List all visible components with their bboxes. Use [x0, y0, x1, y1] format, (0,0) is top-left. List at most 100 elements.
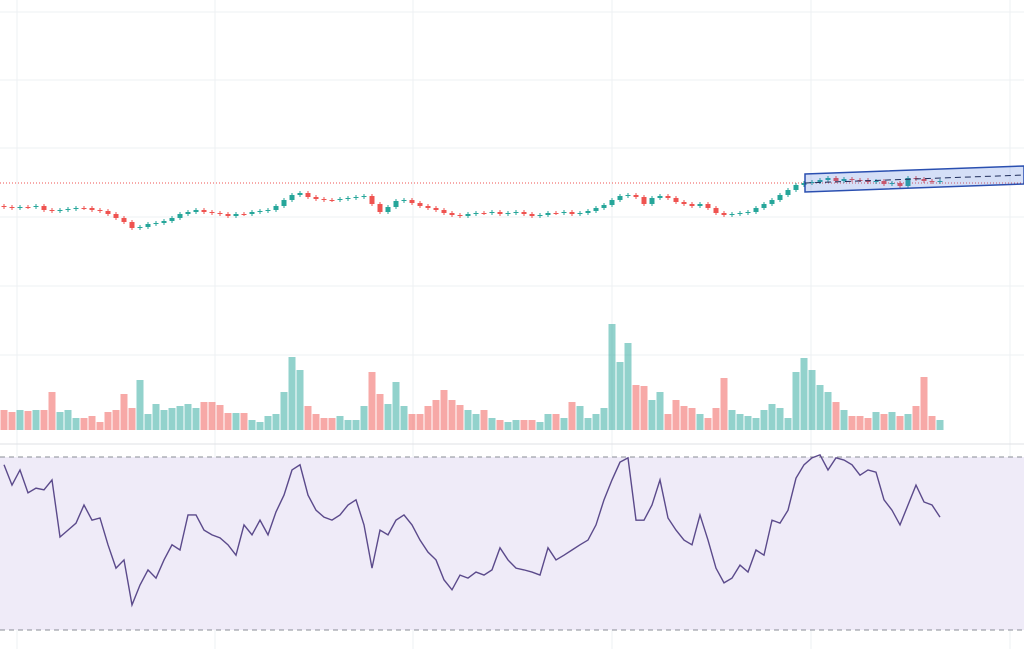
volume-bar — [672, 400, 680, 430]
candle-body — [305, 193, 311, 197]
candle-body — [353, 197, 359, 198]
volume-bar — [480, 410, 488, 430]
volume-bar — [464, 410, 472, 430]
candle-body — [409, 200, 415, 203]
candle-body — [801, 183, 807, 185]
candle-body — [401, 200, 407, 201]
candle-body — [929, 181, 935, 182]
candle-body — [897, 183, 903, 186]
volume-bar — [800, 358, 808, 430]
volume-bar — [736, 414, 744, 430]
candle-body — [81, 208, 87, 209]
volume-bar — [24, 411, 32, 430]
candle-body — [457, 215, 463, 216]
candle-body — [281, 200, 287, 206]
candle-body — [665, 196, 671, 198]
candle-body — [257, 211, 263, 212]
candle-body — [889, 183, 895, 184]
candle-body — [217, 213, 223, 214]
candle-body — [761, 204, 767, 208]
volume-bar — [696, 414, 704, 430]
channel-drawing — [804, 165, 1024, 193]
candle-body — [721, 213, 727, 215]
volume-bar — [8, 412, 16, 430]
candle-body — [153, 223, 159, 224]
volume-bar — [160, 410, 168, 430]
candle-body — [553, 213, 559, 214]
volume-bar — [120, 394, 128, 430]
volume-bar — [32, 410, 40, 430]
candle-body — [593, 208, 599, 211]
volume-bar — [376, 394, 384, 430]
volume-bar — [744, 416, 752, 430]
volume-bar — [832, 402, 840, 430]
candle-body — [1, 206, 7, 207]
candle-body — [385, 207, 391, 212]
volume-bar — [808, 370, 816, 430]
candle-body — [57, 210, 63, 211]
candle-body — [481, 213, 487, 214]
candle-body — [297, 193, 303, 195]
volume-bar — [320, 418, 328, 430]
candle-body — [449, 213, 455, 215]
candle-body — [569, 212, 575, 214]
candle-body — [625, 195, 631, 196]
volume-bar — [16, 410, 24, 430]
volume-bar — [232, 413, 240, 430]
candle-body — [345, 198, 351, 199]
volume-bar — [680, 406, 688, 430]
candle-body — [145, 224, 151, 227]
candle-body — [769, 200, 775, 204]
volume-bar — [48, 392, 56, 430]
candle-body — [321, 199, 327, 200]
candle-body — [329, 200, 335, 201]
candle-body — [33, 206, 39, 207]
candle-body — [537, 215, 543, 216]
volume-bar — [760, 410, 768, 430]
volume-bar — [208, 402, 216, 430]
candle-body — [265, 210, 271, 211]
volume-bar — [304, 406, 312, 430]
candle-body — [97, 210, 103, 211]
candle-body — [825, 178, 831, 180]
candle-body — [785, 190, 791, 195]
candle-body — [601, 205, 607, 208]
volume-bar — [720, 378, 728, 430]
candle-body — [25, 207, 31, 208]
volume-bar — [88, 416, 96, 430]
volume-bar — [80, 418, 88, 430]
candle-body — [433, 208, 439, 210]
candle-body — [521, 212, 527, 214]
candle-body — [817, 180, 823, 182]
volume-bar — [552, 414, 560, 430]
volume-bar — [752, 418, 760, 430]
volume-bar — [144, 414, 152, 430]
candle-body — [657, 196, 663, 198]
candle-body — [473, 213, 479, 214]
volume-bar — [528, 420, 536, 430]
candle-body — [41, 206, 47, 210]
volume-bar — [880, 414, 888, 430]
candle-body — [545, 213, 551, 215]
volume-bar — [624, 343, 632, 430]
candle-body — [65, 209, 71, 210]
volume-bar — [216, 405, 224, 430]
candle-body — [697, 204, 703, 206]
volume-bar — [904, 414, 912, 430]
volume-bar — [96, 422, 104, 430]
volume-bar — [408, 414, 416, 430]
volume-bar — [784, 418, 792, 430]
candle-body — [921, 179, 927, 181]
candle-body — [745, 212, 751, 213]
candle-body — [369, 196, 375, 204]
volume-bar — [920, 377, 928, 430]
volume-bar — [264, 416, 272, 430]
candle-body — [673, 198, 679, 202]
volume-bar — [176, 406, 184, 430]
volume-bar — [816, 385, 824, 430]
volume-bar — [872, 412, 880, 430]
volume-bar — [640, 386, 648, 430]
volume-bar — [888, 412, 896, 430]
